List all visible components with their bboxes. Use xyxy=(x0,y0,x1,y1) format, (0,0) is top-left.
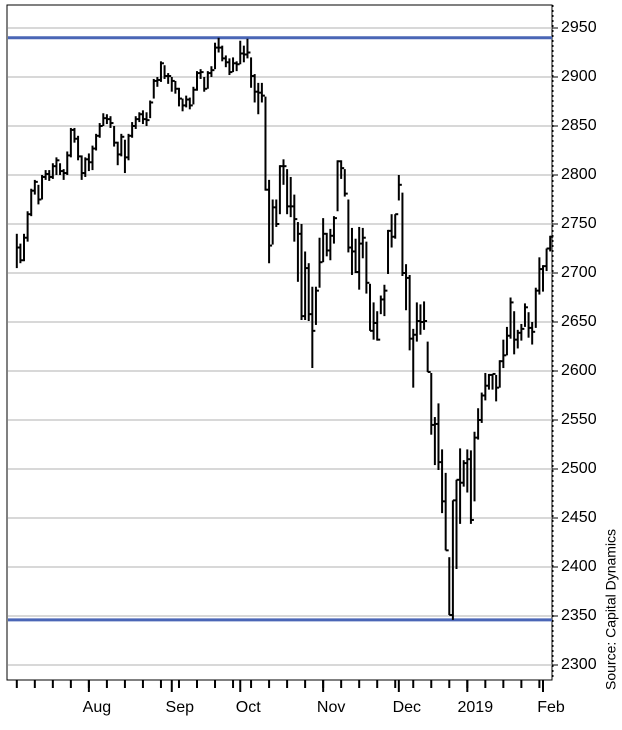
y-tick-label: 2400 xyxy=(561,558,597,575)
y-tick-label: 2900 xyxy=(561,68,597,85)
x-tick-label: 2019 xyxy=(458,699,494,716)
y-tick-label: 2850 xyxy=(561,117,597,134)
y-tick-label: 2700 xyxy=(561,264,597,281)
x-tick-label: Aug xyxy=(83,699,111,716)
y-tick-label: 2350 xyxy=(561,607,597,624)
y-tick-label: 2650 xyxy=(561,313,597,330)
y-tick-label: 2600 xyxy=(561,362,597,379)
x-tick-label: Oct xyxy=(236,699,261,716)
x-tick-label: Feb xyxy=(537,699,565,716)
y-tick-label: 2500 xyxy=(561,460,597,477)
x-tick-label: Sep xyxy=(166,699,195,716)
y-tick-label: 2750 xyxy=(561,215,597,232)
source-note: Source: Capital Dynamics xyxy=(603,529,619,690)
y-tick-label: 2550 xyxy=(561,411,597,428)
frame xyxy=(6,4,553,681)
y-tick-label: 2300 xyxy=(561,656,597,673)
x-tick-label: Nov xyxy=(317,699,345,716)
y-tick-label: 2800 xyxy=(561,166,597,183)
y-tick-label: 2450 xyxy=(561,509,597,526)
y-tick-label: 2950 xyxy=(561,19,597,36)
x-tick-label: Dec xyxy=(393,699,421,716)
